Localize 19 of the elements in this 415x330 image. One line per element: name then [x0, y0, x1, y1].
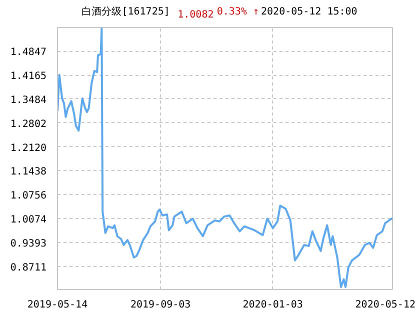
- line-series: [58, 28, 392, 288]
- text: 0.33% ↑: [216, 6, 260, 18]
- y-tick-label: 1.4847: [10, 47, 46, 58]
- y-tick-label: 1.0074: [10, 214, 46, 226]
- y-tick-label: 1.4165: [10, 71, 46, 82]
- x-tick-label: 2019-05-14: [27, 300, 88, 310]
- y-tick-label: 1.3484: [10, 94, 46, 106]
- text: 2020-05-12 15:00: [261, 6, 358, 18]
- y-tick-label: 1.2120: [10, 142, 46, 154]
- y-tick-label: 0.8711: [10, 262, 46, 274]
- text: 1.0082: [178, 10, 214, 20]
- x-tick-label: 2020-01-03: [242, 300, 303, 310]
- x-tick-label: 2019-09-03: [130, 300, 191, 310]
- y-tick-label: 1.0756: [10, 190, 46, 202]
- x-tick-label: 2020-05-12: [355, 300, 415, 310]
- y-tick-label: 1.2802: [10, 118, 46, 130]
- chart-title: 白酒分级[161725]: [82, 6, 170, 18]
- y-tick-label: 1.1438: [10, 166, 46, 178]
- y-tick-label: 0.9393: [10, 238, 46, 250]
